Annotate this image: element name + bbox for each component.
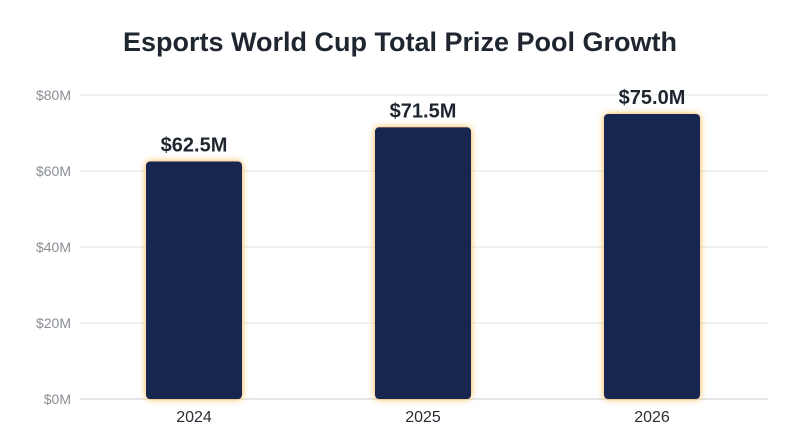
- y-tick-label: $40M: [36, 239, 71, 255]
- bar-2024: [146, 161, 242, 399]
- y-tick-label: $20M: [36, 315, 71, 331]
- y-tick-label: $80M: [36, 87, 71, 103]
- bar-2025: [375, 127, 471, 400]
- x-axis: 2024 2025 2026: [176, 409, 670, 426]
- x-tick-label: 2025: [405, 409, 441, 426]
- x-tick-label: 2026: [634, 409, 670, 426]
- y-axis: $0M $20M $40M $60M $80M: [36, 87, 71, 407]
- x-tick-label: 2024: [176, 409, 212, 426]
- data-label-2025: $71.5M: [390, 100, 457, 122]
- data-labels: $62.5M $71.5M $75.0M: [161, 87, 686, 157]
- chart-title: Esports World Cup Total Prize Pool Growt…: [122, 27, 677, 57]
- y-tick-label: $60M: [36, 163, 71, 179]
- data-label-2024: $62.5M: [161, 135, 228, 157]
- bars: [146, 114, 700, 400]
- bar-2026: [604, 114, 700, 399]
- data-label-2026: $75.0M: [619, 87, 686, 109]
- y-tick-label: $0M: [44, 391, 71, 407]
